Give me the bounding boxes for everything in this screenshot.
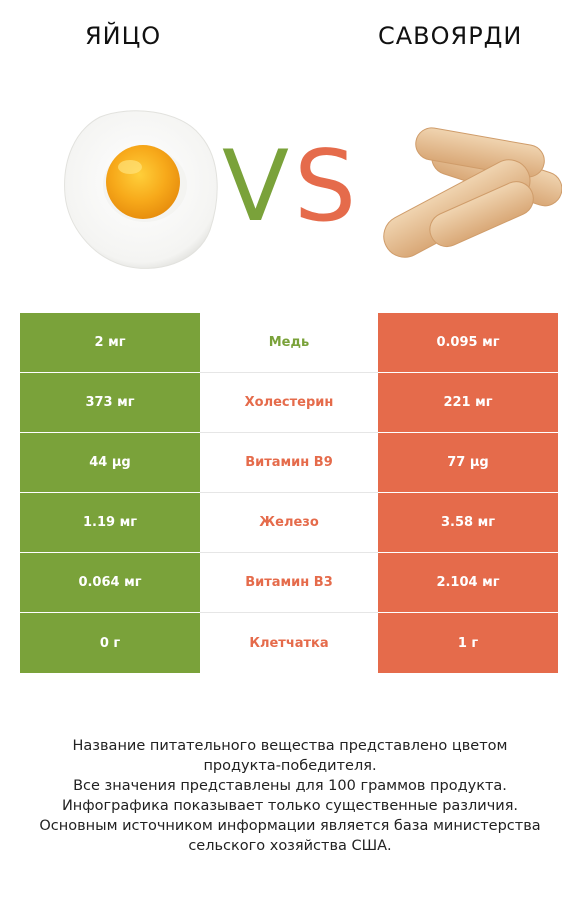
vs-label: V S xyxy=(222,132,356,232)
footnote-line: Название питательного вещества представл… xyxy=(72,738,508,754)
vs-letter-s: S xyxy=(294,132,356,232)
left-value: 0 г xyxy=(20,613,200,673)
left-value: 44 µg xyxy=(20,433,200,493)
right-value: 77 µg xyxy=(378,433,558,493)
right-value: 221 мг xyxy=(378,373,558,433)
right-value: 0.095 мг xyxy=(378,313,558,373)
footnote-line: сельского хозяйства США. xyxy=(188,838,392,854)
footnote-line: Основным источником информации является … xyxy=(39,818,541,834)
nutrient-name: Железо xyxy=(200,493,378,553)
table-row: 44 µg Витамин B9 77 µg xyxy=(20,433,558,493)
vs-letter-v: V xyxy=(222,132,289,232)
footnote-line: продукта-победителя. xyxy=(203,758,377,774)
right-value: 3.58 мг xyxy=(378,493,558,553)
table-row: 0 г Клетчатка 1 г xyxy=(20,613,558,673)
right-product-title: САВОЯРДИ xyxy=(378,22,523,50)
right-value: 1 г xyxy=(378,613,558,673)
footnote-line: Инфографика показывает только существенн… xyxy=(61,798,519,814)
left-value: 373 мг xyxy=(20,373,200,433)
table-row: 0.064 мг Витамин B3 2.104 мг xyxy=(20,553,558,613)
table-row: 1.19 мг Железо 3.58 мг xyxy=(20,493,558,553)
right-value: 2.104 мг xyxy=(378,553,558,613)
footnote-line: Все значения представлены для 100 граммо… xyxy=(73,778,507,794)
table-row: 373 мг Холестерин 221 мг xyxy=(20,373,558,433)
savoiardi-biscuits-image xyxy=(383,127,562,258)
nutrient-name: Медь xyxy=(200,313,378,373)
table-row: 2 мг Медь 0.095 мг xyxy=(20,313,558,373)
left-value: 1.19 мг xyxy=(20,493,200,553)
nutrient-name: Клетчатка xyxy=(200,613,378,673)
left-value: 2 мг xyxy=(20,313,200,373)
fried-egg-image xyxy=(64,110,218,269)
left-product-title: ЯЙЦО xyxy=(85,22,162,50)
footnote: Название питательного вещества представл… xyxy=(20,736,560,856)
left-value: 0.064 мг xyxy=(20,553,200,613)
comparison-table: 2 мг Медь 0.095 мг 373 мг Холестерин 221 мг 44… xyxy=(20,313,558,673)
nutrient-name: Витамин B9 xyxy=(200,433,378,493)
nutrient-name: Витамин B3 xyxy=(200,553,378,613)
nutrient-name: Холестерин xyxy=(200,373,378,433)
